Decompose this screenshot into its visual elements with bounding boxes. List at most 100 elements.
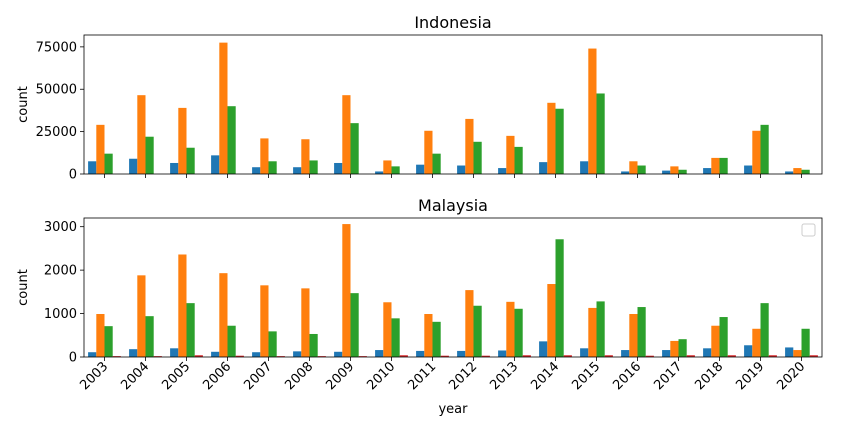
bar [375, 350, 384, 357]
bar [424, 130, 433, 174]
bar [703, 168, 712, 174]
bar [104, 326, 113, 357]
bar [309, 333, 318, 357]
bar [153, 356, 162, 357]
bar [145, 316, 154, 357]
bar [752, 130, 761, 174]
bar [498, 168, 507, 174]
bar [88, 161, 97, 174]
bar [268, 161, 277, 174]
bar [178, 107, 187, 174]
bar [711, 157, 720, 174]
bar [145, 136, 154, 174]
x-tick-label: 2015 [569, 359, 603, 393]
bar [211, 155, 220, 174]
bar [662, 170, 671, 174]
legend-box [801, 223, 816, 237]
bar [678, 169, 687, 174]
x-tick-label: 2008 [282, 359, 316, 393]
bar [670, 166, 679, 174]
bar [547, 284, 556, 357]
bar [555, 108, 564, 174]
bar [350, 123, 359, 174]
x-tick-label: 2012 [446, 359, 480, 393]
bar [334, 162, 343, 174]
x-tick-label: 2009 [323, 359, 357, 393]
bar [268, 331, 277, 357]
bar [719, 317, 728, 357]
bar [88, 352, 97, 357]
bar [473, 305, 482, 357]
bar [793, 350, 802, 357]
bar [252, 352, 261, 357]
bar [170, 162, 179, 174]
x-tick-label: 2006 [200, 359, 234, 393]
bar [752, 328, 761, 357]
bar [547, 102, 556, 174]
bar [186, 147, 195, 174]
y-tick-label: 2000 [44, 264, 77, 279]
bar [621, 171, 630, 174]
bar [637, 165, 646, 174]
y-tick-label: 1000 [44, 307, 77, 322]
bar [178, 254, 187, 357]
bar [506, 135, 515, 174]
x-tick-label: 2017 [651, 359, 685, 393]
bar [662, 350, 671, 357]
x-tick-label: 2014 [528, 359, 562, 393]
bar [514, 308, 523, 357]
bar [539, 341, 548, 357]
bar [383, 302, 392, 357]
y-tick-label: 0 [69, 351, 77, 366]
x-tick-label: 2019 [733, 359, 767, 393]
plot-frame [83, 217, 823, 358]
bar [301, 288, 310, 357]
x-tick-label: 2007 [241, 359, 275, 393]
bar [416, 350, 425, 357]
bar [440, 355, 449, 357]
bar [678, 339, 687, 357]
bar [399, 355, 408, 357]
bar [129, 158, 138, 174]
x-tick-label: 2013 [487, 359, 521, 393]
bar [465, 118, 474, 174]
bar [727, 355, 736, 357]
bar [809, 355, 818, 357]
bar [801, 169, 810, 174]
bar [342, 95, 351, 174]
chart-title: Malaysia [418, 196, 488, 215]
bar [342, 224, 351, 357]
bar [670, 340, 679, 357]
bar [424, 314, 433, 357]
bar [588, 48, 597, 175]
bar [473, 141, 482, 174]
bar [227, 325, 236, 357]
bar [785, 347, 794, 357]
bar [629, 314, 638, 357]
chart-title: Indonesia [414, 13, 491, 32]
x-tick-label: 2004 [118, 359, 152, 393]
bar [621, 350, 630, 357]
bar [498, 350, 507, 357]
bar [334, 351, 343, 357]
bar [768, 355, 777, 357]
bar [383, 160, 392, 174]
bar [211, 351, 220, 357]
x-tick-label: 2010 [364, 359, 398, 393]
bar [514, 146, 523, 174]
plot-frame [83, 34, 823, 175]
y-tick-label: 25000 [36, 125, 77, 140]
bar [375, 171, 384, 174]
bar [252, 167, 261, 174]
bar [104, 153, 113, 174]
x-tick-label: 2003 [77, 359, 111, 393]
bar [301, 139, 310, 174]
bar [137, 95, 146, 174]
bar [711, 325, 720, 357]
y-tick-label: 3000 [44, 220, 77, 235]
bar [293, 167, 302, 174]
bar [350, 293, 359, 357]
bar [744, 165, 753, 174]
bar [793, 168, 802, 174]
